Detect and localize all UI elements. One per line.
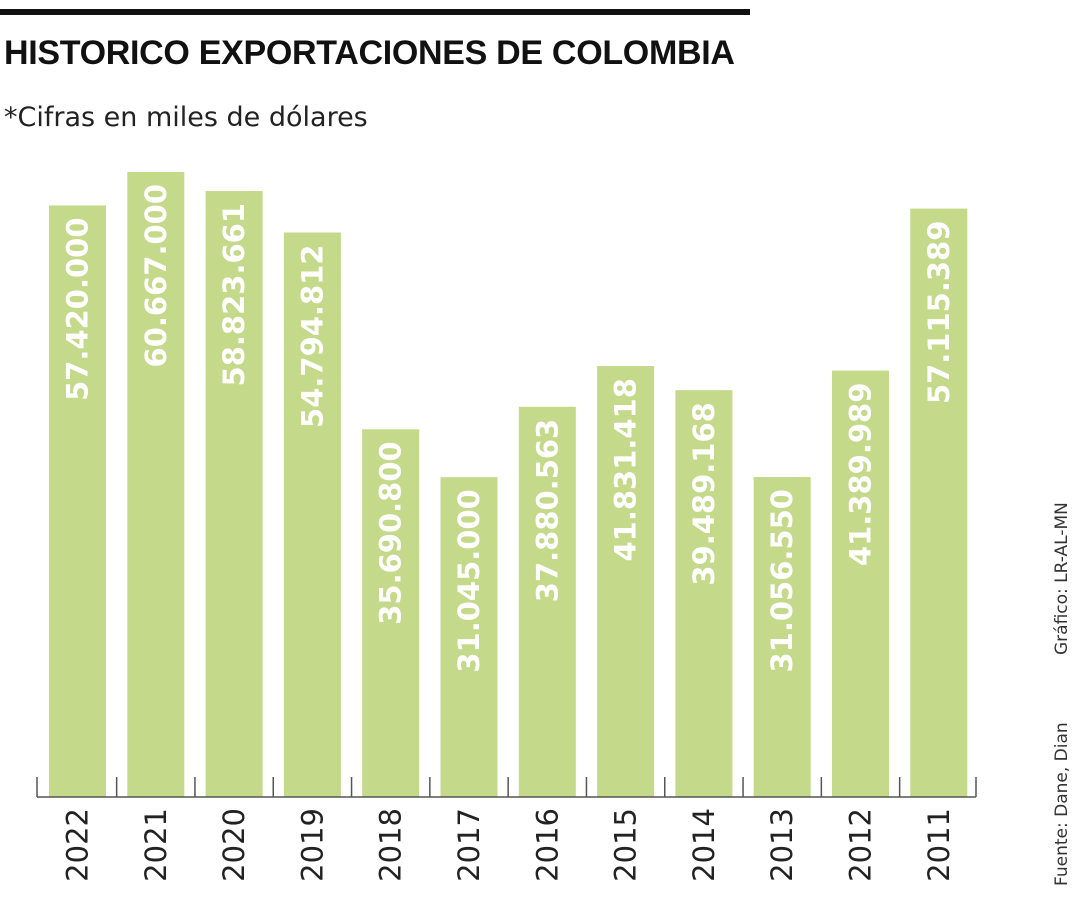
- value-label: 58.823.661: [217, 203, 251, 386]
- value-label: 31.045.000: [452, 489, 486, 672]
- value-label: 39.489.168: [687, 402, 721, 585]
- x-tick-label: 2013: [765, 808, 799, 882]
- value-label: 57.420.000: [61, 217, 95, 400]
- bar: [205, 190, 263, 797]
- x-tick-label: 2021: [139, 808, 173, 882]
- x-tick-label: 2022: [61, 808, 95, 882]
- x-tick-label: 2012: [844, 808, 878, 882]
- bar: [675, 390, 733, 797]
- x-tick-label: 2016: [530, 808, 564, 882]
- bar: [440, 477, 498, 797]
- value-label: 57.115.389: [922, 221, 956, 404]
- bar: [283, 232, 341, 798]
- value-label: 37.880.563: [530, 419, 564, 602]
- bar: [910, 208, 968, 797]
- bar: [597, 366, 655, 797]
- value-label: 31.056.550: [765, 489, 799, 672]
- bar: [753, 477, 811, 797]
- bar: [127, 172, 185, 797]
- credit-grafico: Gráfico: LR-AL-MN: [1052, 502, 1072, 655]
- bar-chart: 57.420.000 60.667.000 58.823.661 54.794.812…: [36, 172, 977, 882]
- bar: [832, 370, 889, 797]
- x-tick-label: 2011: [922, 808, 956, 882]
- bar: [518, 406, 576, 797]
- chart-title: HISTORICO EXPORTACIONES DE COLOMBIA: [4, 34, 735, 72]
- credit-fuente: Fuente: Dane, Dian: [1052, 722, 1072, 886]
- value-label: 35.690.800: [374, 441, 408, 624]
- value-label: 54.794.812: [295, 244, 329, 427]
- x-tick-label: 2018: [374, 808, 408, 882]
- value-label: 60.667.000: [139, 184, 173, 367]
- x-tick-label: 2019: [295, 808, 329, 882]
- value-label: 41.389.989: [844, 383, 878, 566]
- value-label: 41.831.418: [609, 378, 643, 561]
- chart-subtitle: *Cifras en miles de dólares: [4, 102, 368, 133]
- x-tick-label: 2014: [687, 808, 721, 882]
- x-tick-label: 2020: [217, 808, 251, 882]
- x-tick-label: 2015: [609, 808, 643, 882]
- x-tick-label: 2017: [452, 808, 486, 882]
- top-rule: [0, 9, 750, 15]
- bar: [362, 429, 420, 797]
- bar: [49, 205, 106, 797]
